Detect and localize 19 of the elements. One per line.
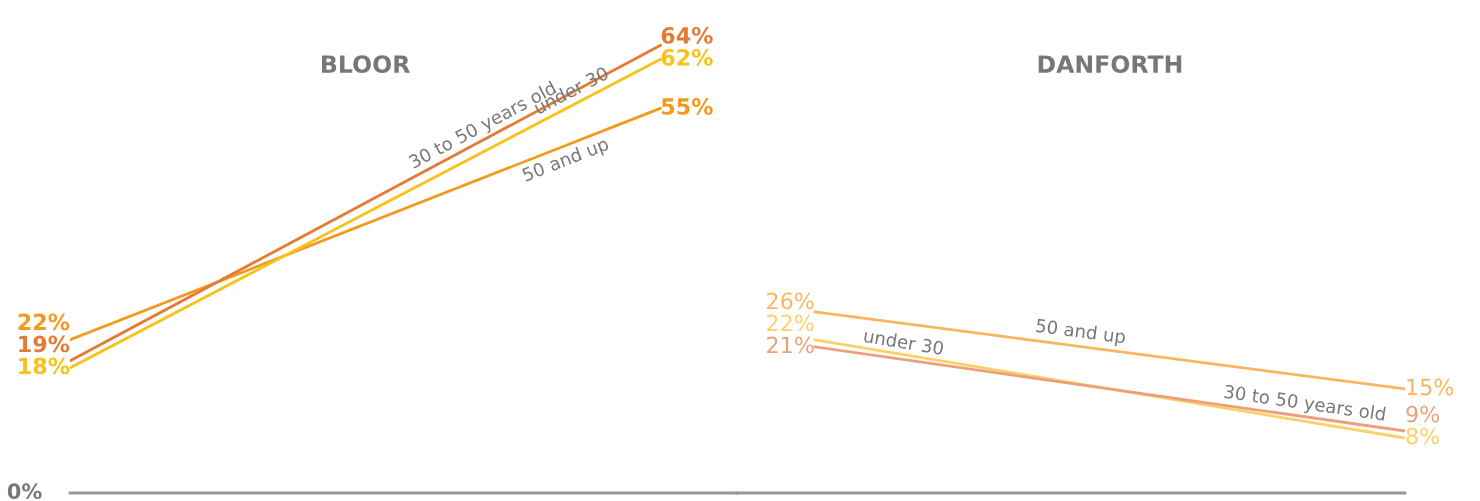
data-label: 22% — [767, 314, 814, 332]
text: 0% — [7, 483, 42, 500]
text: 50 and up — [521, 136, 611, 186]
data-label: 22% — [18, 313, 70, 331]
data-label: 9% — [1406, 405, 1440, 423]
data-label: 15% — [1407, 378, 1454, 396]
text: 50 and up — [1035, 318, 1126, 348]
data-label: 21% — [767, 336, 814, 354]
data-label: 18% — [19, 357, 70, 375]
chart-title: DANFORTH — [1038, 55, 1182, 74]
text: 30 to 50 years old — [1223, 384, 1386, 425]
chart-title: BLOOR — [322, 55, 410, 74]
data-label: 64% — [661, 26, 713, 44]
data-label: 26% — [767, 292, 814, 310]
data-label: 55% — [661, 98, 713, 115]
data-label: 19% — [19, 335, 70, 353]
data-label: 62% — [661, 48, 713, 66]
data-label: 8% — [1406, 427, 1440, 445]
text: under 30 — [863, 328, 944, 356]
